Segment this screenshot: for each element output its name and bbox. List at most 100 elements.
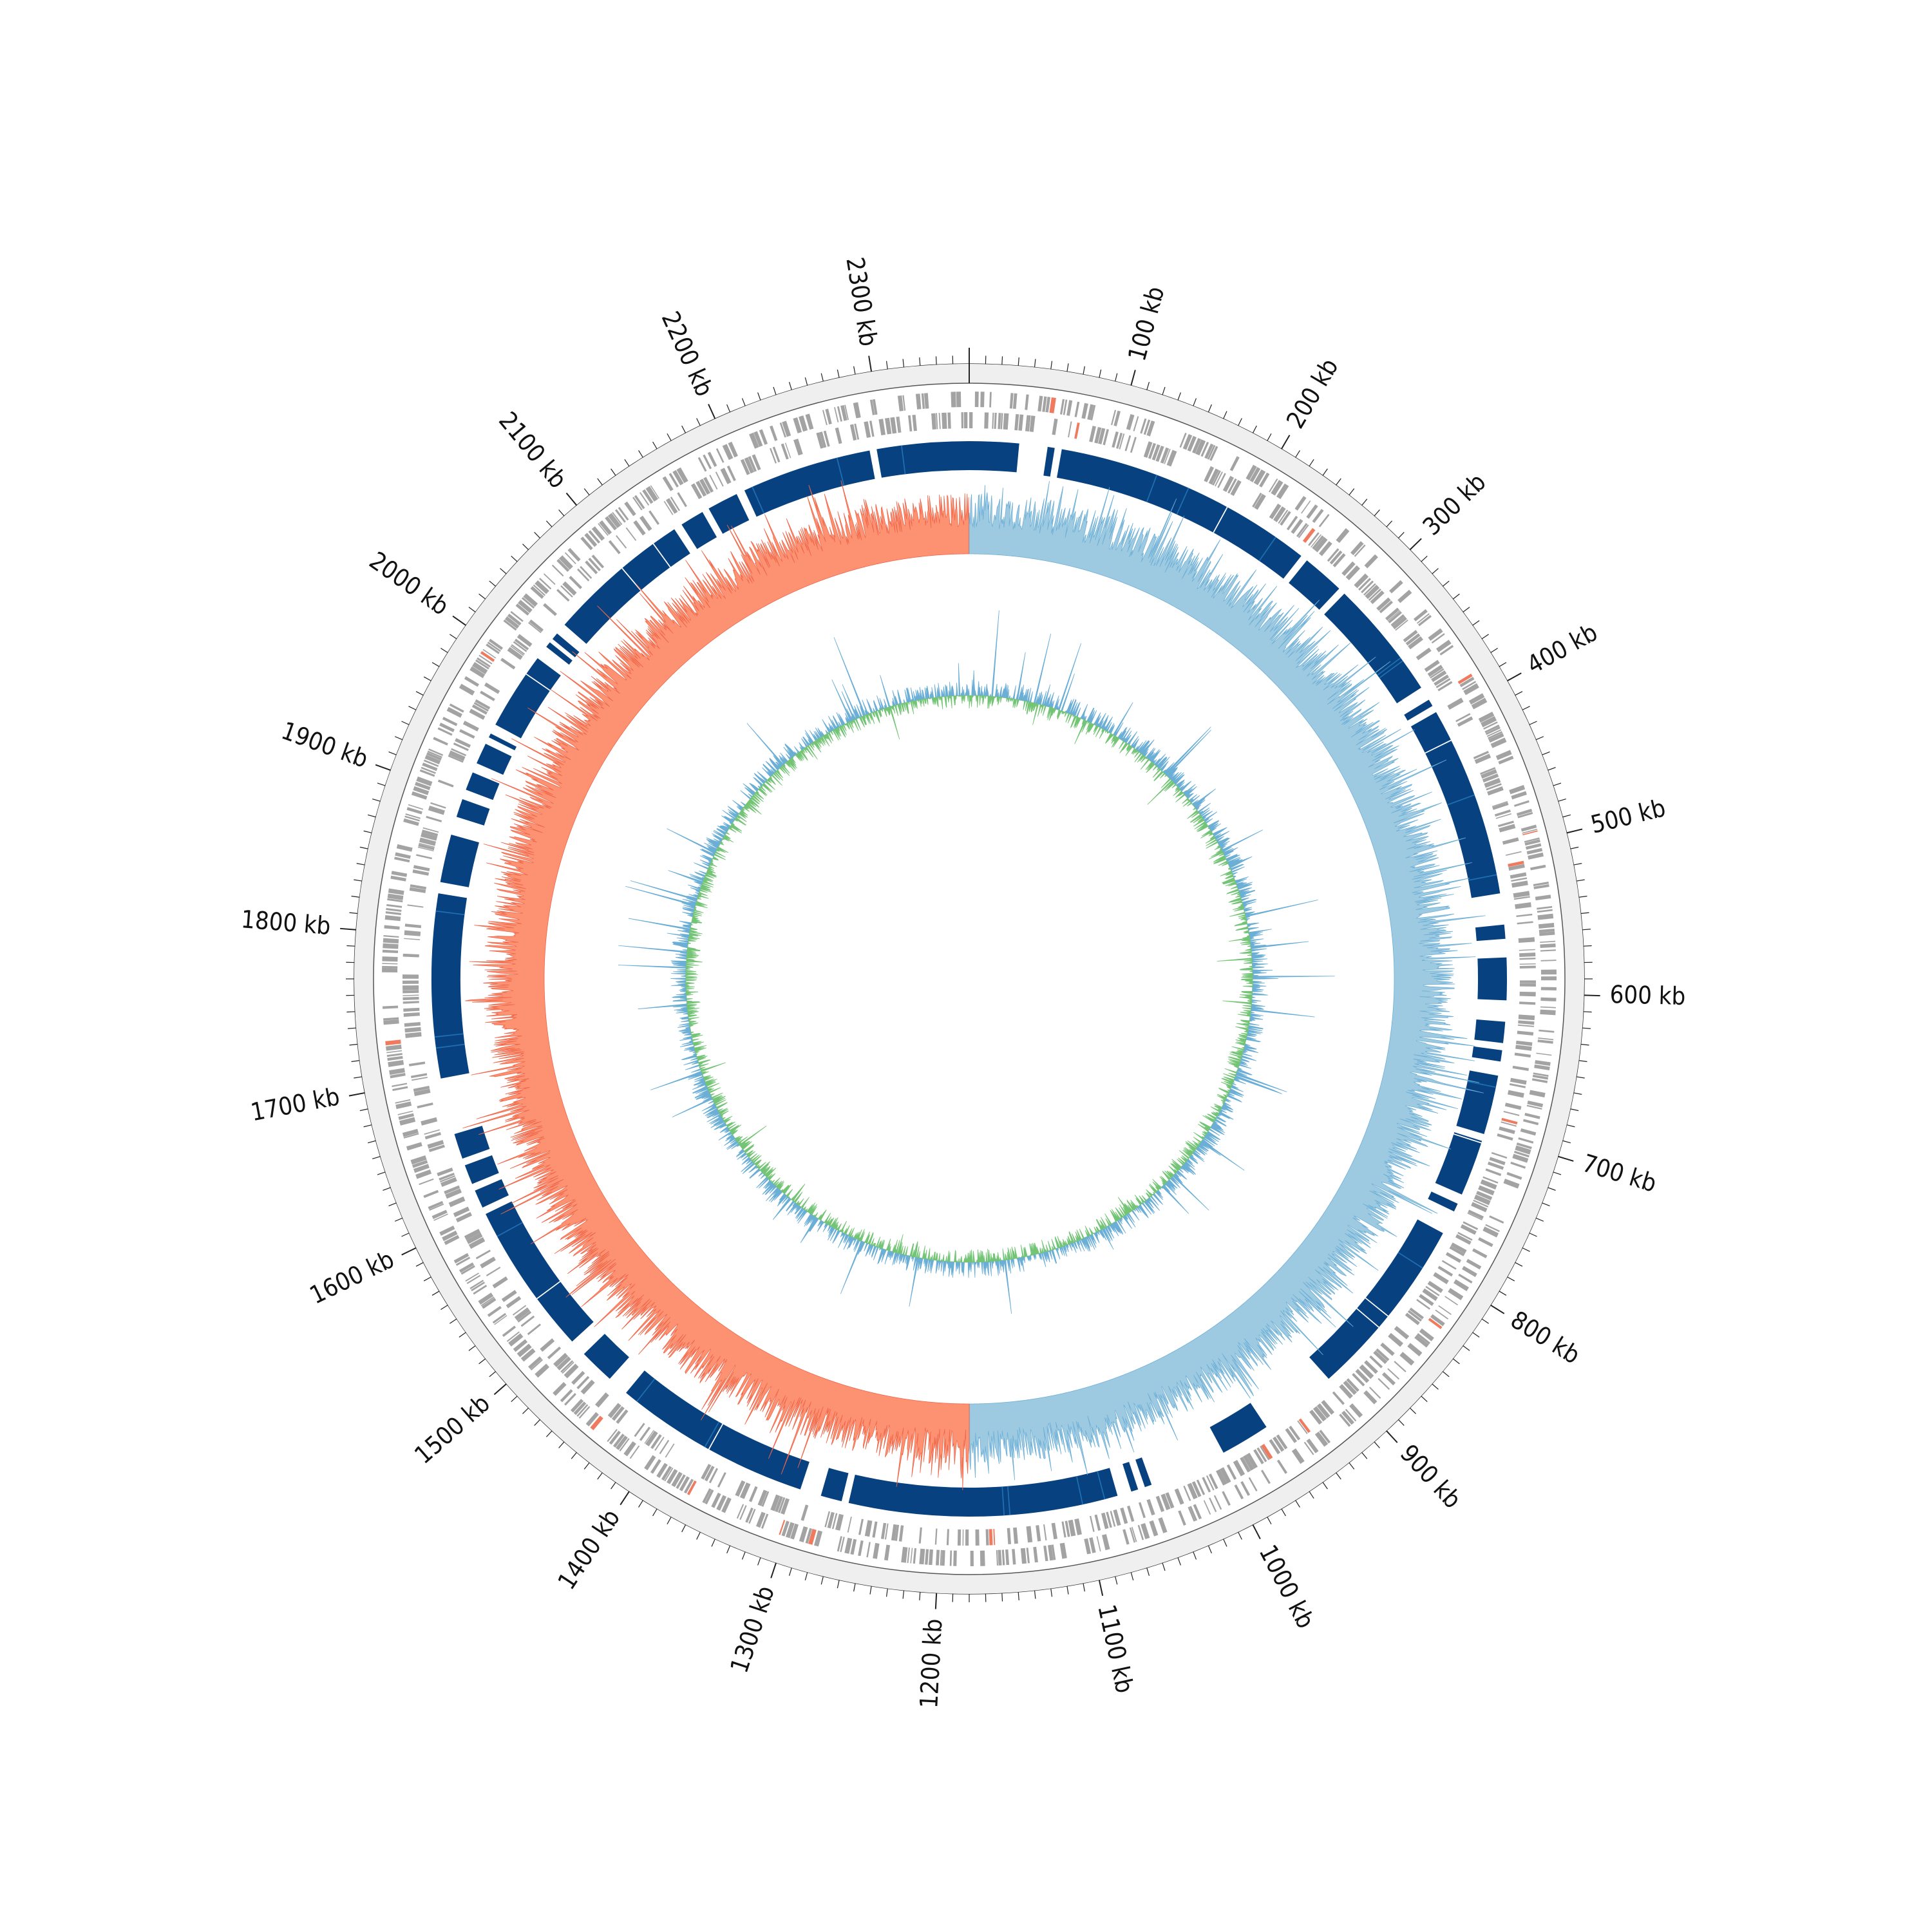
gene-feature: [1120, 1507, 1128, 1524]
gene-feature: [1395, 620, 1408, 631]
gc-content-above: [618, 610, 1335, 1314]
major-tick: [770, 1562, 777, 1578]
gene-feature: [1216, 1469, 1227, 1486]
gene-feature: [1460, 1224, 1477, 1235]
gene-feature: [1311, 534, 1321, 548]
gene-feature: [1399, 1352, 1415, 1366]
minor-tick: [1409, 1407, 1416, 1414]
gene-feature: [735, 1480, 746, 1497]
minor-tick: [522, 1407, 529, 1414]
block-stripe: [1377, 657, 1401, 676]
gene-feature: [1209, 1473, 1218, 1490]
gene-feature: [624, 501, 636, 516]
gene-feature: [645, 1430, 658, 1446]
gene-feature: [665, 498, 678, 514]
gene-feature: [928, 1549, 933, 1566]
minor-tick: [638, 450, 643, 458]
minor-tick: [401, 1233, 410, 1237]
gene-feature: [1112, 431, 1119, 448]
gene-feature: [585, 560, 598, 574]
gene-feature: [584, 533, 598, 547]
gene-feature: [580, 1379, 595, 1395]
minor-tick: [773, 386, 777, 395]
gene-feature: [1533, 884, 1549, 889]
gene-feature: [1518, 937, 1535, 943]
gene-feature: [415, 781, 431, 791]
major-tick: [340, 927, 357, 931]
gene-feature: [1533, 1072, 1549, 1077]
gene-feature: [1519, 963, 1536, 965]
gene-feature: [1508, 864, 1525, 870]
gene-feature: [1222, 475, 1234, 492]
minor-tick: [624, 459, 630, 467]
block-stripe: [752, 486, 764, 514]
minor-tick: [351, 895, 360, 898]
gene-feature: [659, 1439, 670, 1454]
gene-feature: [551, 564, 564, 577]
gene-feature: [511, 644, 526, 655]
gene-feature: [1387, 1368, 1400, 1380]
minor-tick: [1535, 736, 1544, 741]
gene-feature: [1486, 783, 1502, 791]
gene-feature: [459, 729, 475, 739]
gene-feature: [619, 1438, 630, 1452]
gene-feature: [1166, 450, 1177, 467]
gene-feature: [757, 1490, 768, 1506]
gene-feature: [753, 431, 763, 447]
gene-feature: [891, 1524, 897, 1541]
gene-feature: [402, 1001, 419, 1004]
gene-feature: [1471, 697, 1488, 710]
block-stripe: [1007, 1486, 1011, 1515]
gene-feature: [1240, 1457, 1251, 1473]
gene-feature: [872, 1521, 878, 1538]
minor-tick: [545, 520, 553, 527]
gene-feature: [825, 408, 832, 425]
gene-feature: [514, 1307, 531, 1321]
gene-feature: [539, 578, 552, 590]
gene-feature: [478, 654, 493, 665]
gene-feature: [1485, 726, 1501, 735]
block-stripe: [1425, 739, 1452, 754]
gene-feature: [386, 1050, 402, 1054]
gene-feature: [1509, 784, 1526, 795]
gene-feature: [629, 1445, 640, 1459]
gene-feature: [1519, 957, 1536, 960]
gene-feature: [588, 530, 601, 544]
gene-feature: [896, 416, 900, 433]
gene-feature: [1273, 506, 1286, 522]
gene-feature: [975, 1529, 980, 1546]
gene-feature: [1517, 921, 1533, 925]
gene-feature: [779, 422, 786, 438]
minor-tick: [1252, 425, 1257, 433]
block-stripe: [900, 445, 906, 475]
gene-feature: [1392, 616, 1407, 630]
gene-feature: [392, 1086, 408, 1092]
gene-feature: [749, 432, 759, 449]
tick-label: 100 kb: [1122, 283, 1170, 364]
minor-tick: [1146, 1567, 1150, 1576]
gene-feature: [472, 661, 488, 674]
gene-feature: [1007, 1528, 1012, 1544]
gene-feature: [383, 938, 399, 944]
gene-feature: [1458, 1273, 1473, 1283]
gene-feature: [961, 412, 964, 429]
synteny-block: [1428, 1191, 1458, 1212]
minor-tick: [1309, 1491, 1314, 1499]
tick-label: 1000 kb: [1253, 1540, 1320, 1633]
gene-feature: [1060, 399, 1065, 415]
gene-feature: [1193, 1504, 1202, 1520]
gene-feature: [679, 1476, 690, 1492]
gene-feature: [430, 802, 446, 809]
gene-feature: [665, 1443, 675, 1458]
block-stripe: [652, 543, 671, 568]
gene-feature: [752, 454, 761, 471]
gene-feature: [1052, 418, 1058, 435]
minor-tick: [1507, 1276, 1515, 1282]
gene-feature: [663, 500, 674, 515]
tick-label: 1300 kb: [724, 1582, 780, 1676]
gene-feature: [413, 1164, 430, 1173]
gene-feature: [970, 1550, 974, 1566]
minor-tick: [377, 1171, 386, 1175]
minor-tick: [1018, 1591, 1019, 1600]
minor-tick: [1034, 1590, 1036, 1599]
